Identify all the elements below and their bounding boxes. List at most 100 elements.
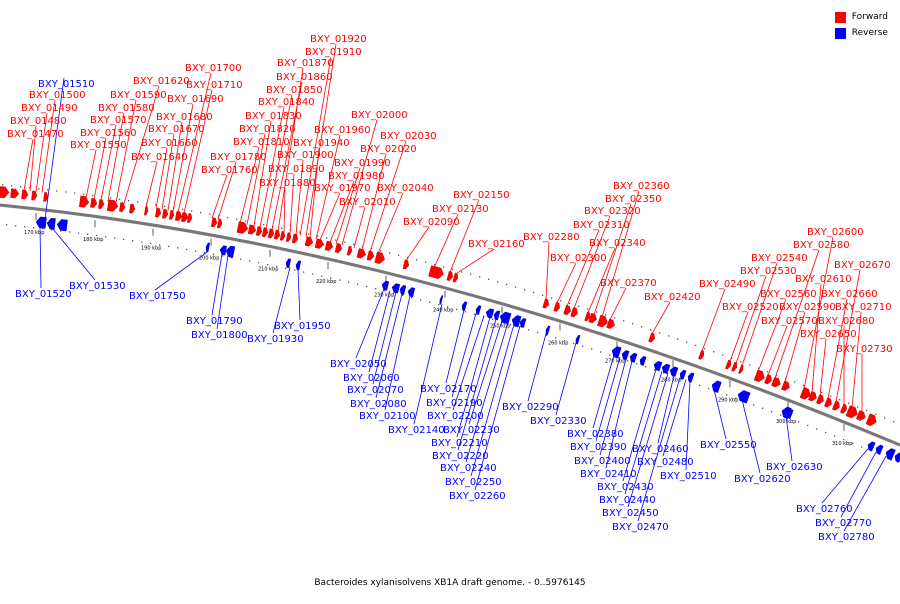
forward-gene [273, 229, 281, 240]
gene-arrow [291, 233, 299, 244]
gene-leader-line [445, 309, 465, 384]
reverse-gene [787, 409, 794, 419]
tick-label: 230 kbp [374, 293, 394, 299]
gene-leader-line [107, 112, 125, 202]
gene-label: BXY_02560 [760, 289, 817, 300]
tick-label: 180 kbp [83, 237, 103, 243]
legend: Forward Reverse [834, 9, 888, 41]
tick-label: 270 kbp [605, 359, 625, 365]
gene-leader-line [657, 375, 675, 444]
reverse-gene [737, 390, 751, 404]
gene-arrow [461, 301, 468, 312]
forward-track-dot [767, 371, 769, 373]
forward-gene [446, 271, 454, 281]
reverse-gene [511, 315, 522, 328]
gene-leader-line [827, 298, 848, 399]
reverse-track-dot [204, 251, 206, 254]
gene-label: BXY_02600 [807, 227, 864, 238]
gene-arrow [402, 259, 410, 270]
gene-label: BXY_02360 [613, 181, 670, 192]
forward-track-dot [893, 421, 895, 423]
forward-gene [106, 199, 119, 212]
forward-track-dot [722, 354, 724, 356]
gene-leader-line [741, 262, 778, 366]
reverse-gene [485, 308, 495, 319]
gene-arrow [0, 186, 10, 198]
reverse-track-dot [681, 378, 683, 380]
gene-arrow [738, 364, 744, 375]
gene-arrow [155, 207, 162, 218]
gene-label: BXY_02490 [699, 279, 756, 290]
gene-leader-line [289, 173, 295, 234]
forward-track-dot [695, 344, 697, 347]
reverse-track-dot [348, 281, 350, 283]
forward-gene [79, 195, 90, 208]
reverse-track-dot [807, 424, 809, 427]
forward-track-dot [470, 273, 472, 275]
gene-label: BXY_02150 [453, 190, 510, 201]
gene-arrow [247, 224, 257, 235]
gene-label: BXY_02520 [722, 302, 779, 313]
gene-label: BXY_01860 [276, 72, 333, 83]
reverse-track-dot [645, 366, 647, 368]
gene-label: BXY_02450 [602, 508, 659, 519]
gene-arrow [698, 350, 704, 360]
gene-leader-line [305, 43, 337, 238]
tick-label: 290 kbp [718, 397, 738, 403]
forward-track-dot [659, 332, 661, 334]
gene-label: BXY_02610 [795, 274, 852, 285]
forward-track-dot [857, 406, 859, 408]
gene-leader-line [353, 206, 366, 248]
reverse-track-dot [141, 241, 143, 243]
forward-gene [43, 192, 49, 202]
gene-arrow [225, 245, 236, 258]
reverse-track-dot [438, 303, 440, 306]
forward-gene [563, 305, 571, 316]
forward-gene [155, 207, 162, 218]
gene-arrow [428, 265, 444, 279]
forward-track-dot [335, 239, 337, 241]
gene-arrow [446, 271, 454, 281]
reverse-track-dot [852, 442, 854, 444]
gene-arrow [381, 280, 390, 291]
forward-track-dot [425, 261, 427, 263]
gene-label: BXY_01510 [38, 79, 95, 90]
forward-track-dot [191, 210, 193, 212]
forward-gene [255, 226, 263, 236]
legend-reverse-label: Reverse [851, 28, 888, 38]
forward-track-dot [776, 374, 778, 376]
gene-leader-line [100, 124, 117, 201]
forward-gene [832, 400, 840, 411]
reverse-track-dot [186, 248, 188, 251]
gene-arrow [407, 287, 416, 298]
reverse-gene [867, 441, 876, 452]
reverse-gene [687, 372, 695, 383]
gene-label: BXY_02290 [502, 402, 559, 413]
gene-leader-line [309, 147, 320, 238]
gene-label: BXY_01950 [274, 321, 331, 332]
gene-leader-line [335, 167, 361, 244]
reverse-track-dot [312, 273, 314, 275]
forward-gene [542, 298, 549, 309]
reverse-gene [439, 295, 444, 305]
gene-arrow [31, 190, 38, 201]
gene-leader-line [468, 320, 503, 425]
forward-gene [129, 203, 136, 214]
reverse-track-dot [564, 340, 566, 342]
forward-gene [210, 217, 218, 228]
forward-swatch [834, 11, 846, 23]
reverse-track-dot [456, 308, 458, 311]
reverse-track-dot [537, 331, 539, 334]
gene-label: BXY_02390 [570, 442, 627, 453]
reverse-track-dot [177, 247, 179, 249]
gene-label: BXY_01590 [110, 90, 167, 101]
legend-reverse: Reverse [834, 25, 888, 41]
forward-track-dot [290, 229, 292, 231]
gene-leader-line [774, 249, 820, 379]
gene-leader-line [43, 77, 65, 227]
forward-track-dot [497, 281, 499, 283]
forward-track-dot [551, 297, 553, 299]
gene-label: BXY_02590 [779, 302, 836, 313]
reverse-track-dot [366, 285, 368, 288]
tick-label: 220 kbp [316, 279, 336, 285]
